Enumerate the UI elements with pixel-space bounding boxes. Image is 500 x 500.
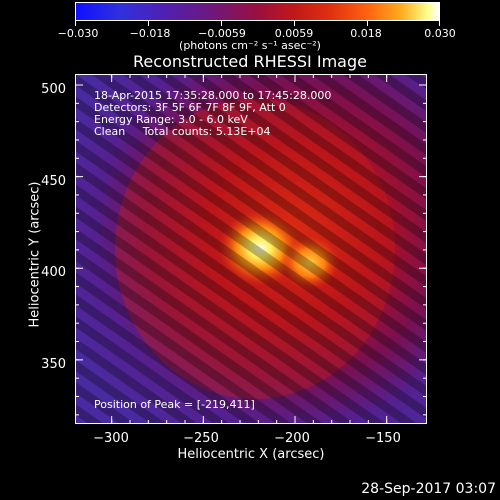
x-tick-label: −300: [93, 431, 129, 446]
x-tick-label: −200: [274, 431, 310, 446]
colorbar-tick-label: −0.018: [129, 27, 171, 40]
colorbar-tick-label: −0.030: [57, 27, 99, 40]
colorbar-tick-label: 0.018: [350, 27, 382, 40]
y-tick-label: 500: [41, 82, 66, 97]
info-clean: Clean Total counts: 5.13E+04: [94, 125, 271, 138]
colorbar-units: (photons cm⁻² s⁻¹ asec⁻²): [179, 39, 321, 52]
image-striping: [75, 74, 427, 424]
colorbar-tick-label: 0.030: [424, 27, 456, 40]
x-tick-label: −250: [183, 431, 219, 446]
y-tick-label: 350: [41, 357, 66, 372]
footer-timestamp: 28-Sep-2017 03:07: [361, 481, 496, 497]
y-tick-label: 450: [41, 174, 66, 189]
plot-border: [75, 74, 427, 424]
info-time-range: 18-Apr-2015 17:35:28.000 to 17:45:28.000: [94, 89, 332, 102]
info-energy: Energy Range: 3.0 - 6.0 keV: [94, 113, 248, 126]
plot-title: Reconstructed RHESSI Image: [133, 52, 367, 71]
colorbar-tick-label: −0.0059: [198, 27, 246, 40]
info-detectors: Detectors: 3F 5F 6F 7F 8F 9F, Att 0: [94, 101, 286, 114]
rhessi-image: [75, 74, 427, 424]
y-axis-label: Heliocentric Y (arcsec): [27, 181, 43, 328]
x-axis-label: Heliocentric X (arcsec): [177, 447, 325, 462]
colorbar-ticks: [0, 0, 500, 30]
colorbar-tick-label: 0.0059: [274, 27, 314, 40]
info-peak: Position of Peak = [-219,411]: [94, 398, 255, 411]
x-tick-label: −150: [365, 431, 401, 446]
colorbar: [75, 2, 440, 21]
y-tick-label: 400: [41, 265, 66, 280]
